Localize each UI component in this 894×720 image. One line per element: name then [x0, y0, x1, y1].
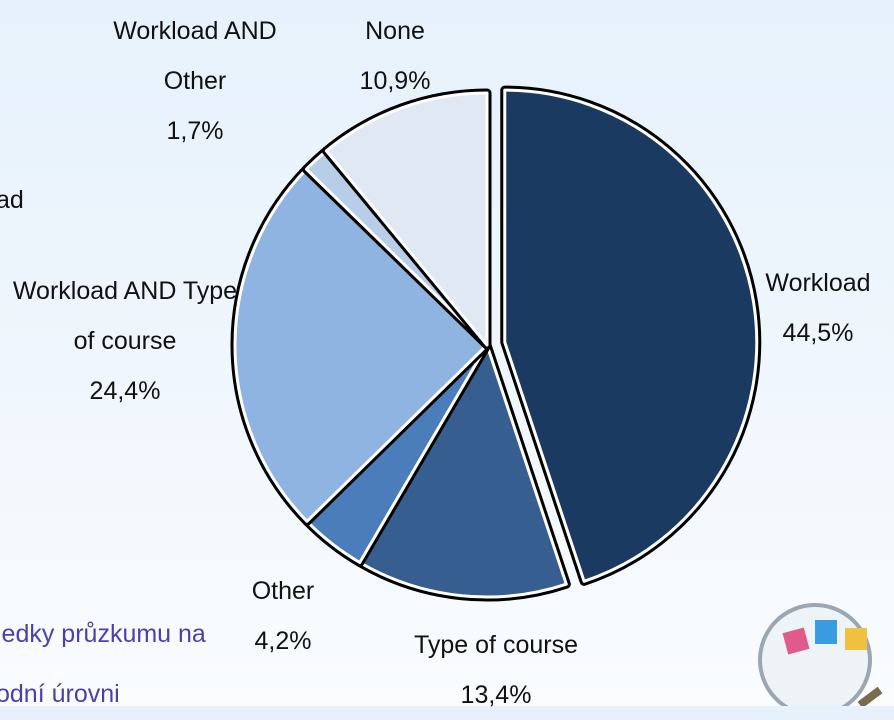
category-label: Workload — [765, 269, 871, 297]
slice-label: Workload 44,5% — [743, 258, 893, 358]
slice — [324, 91, 489, 347]
pie — [230, 85, 762, 602]
category-label: Workload AND Type of course — [12, 277, 238, 355]
category-label: Workload AND Other — [113, 17, 277, 95]
slice-label: Other 4,2% — [223, 566, 343, 666]
slice — [233, 167, 489, 523]
slice — [503, 88, 759, 583]
slide-text: odní úrovni — [0, 680, 120, 708]
slice-label: Type of course 13,4% — [386, 620, 606, 720]
value-label: 4,2% — [254, 627, 312, 655]
slide-text: ledky průzkumu na — [0, 620, 206, 648]
value-label: 44,5% — [782, 319, 854, 347]
category-label: None — [365, 17, 425, 45]
value-label: 1,7% — [166, 117, 224, 145]
value-label: 10,9% — [359, 67, 431, 95]
value-label: 13,4% — [460, 681, 532, 709]
slide-text: ad — [0, 186, 24, 214]
slice-label: Workload AND Other 1,7% — [95, 6, 295, 156]
logo — [758, 603, 883, 706]
slice — [358, 343, 568, 599]
slice-label: None 10,9% — [325, 6, 465, 106]
value-label: 24,4% — [89, 377, 161, 405]
category-label: Type of course — [414, 631, 578, 659]
slice-label: Workload AND Type of course 24,4% — [5, 266, 245, 416]
category-label: Other — [251, 577, 315, 605]
